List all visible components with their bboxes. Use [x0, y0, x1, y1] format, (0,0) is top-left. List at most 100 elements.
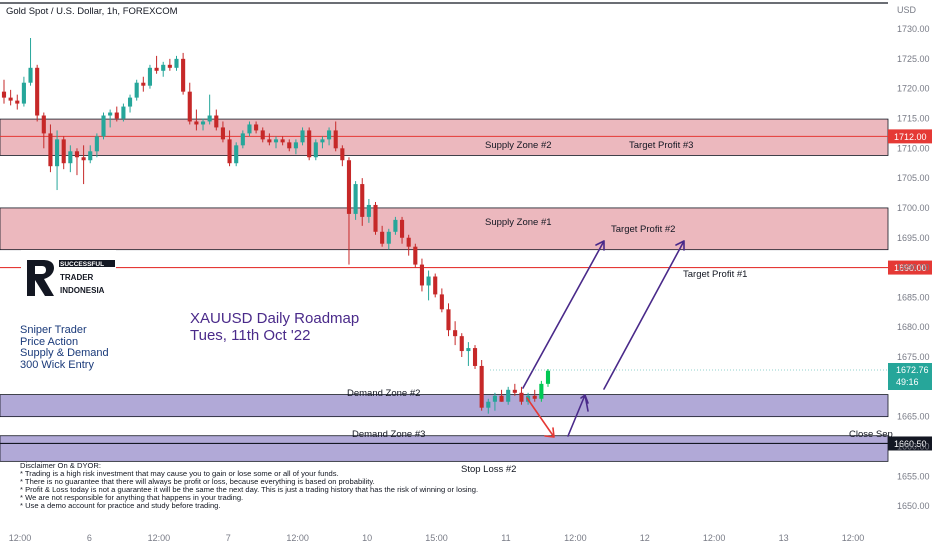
candle [8, 89, 13, 106]
candle [506, 386, 511, 405]
time-axis[interactable]: 12:00 6 12:00 7 12:00 10 15:00 11 12:00 12 12:00 13… [9, 533, 865, 543]
candle-body [181, 58, 186, 92]
candle-body [8, 97, 13, 101]
candle [214, 109, 219, 131]
candle-body [74, 151, 80, 158]
candle [406, 234, 411, 256]
roadmap-line-1: XAUUSD Daily Roadmap [190, 310, 360, 327]
candle [74, 148, 80, 176]
disclaimer-line: * There is no guarantee that there will … [20, 476, 375, 486]
candle [174, 55, 179, 71]
roadmap-line-2: Tues, 11th Oct '22 [190, 327, 311, 344]
brand-logo: SUCCESSFUL TRADER INDONESIA [21, 250, 116, 305]
candle-body [1, 91, 7, 98]
roadmap-title: XAUUSD Daily Roadmap Tues, 11th Oct '22 [190, 310, 359, 344]
candle-body [41, 115, 46, 134]
strategy-line: 300 Wick Entry [20, 358, 94, 371]
candle-body [413, 246, 418, 265]
candle [512, 383, 517, 396]
candle [240, 130, 245, 149]
candle-body [366, 204, 371, 217]
candle-body [426, 276, 431, 286]
target-profit-1-label: Target Profit #1 [683, 269, 747, 280]
arrow-to-target-2 [522, 240, 605, 389]
countdown: 49:16 [896, 377, 919, 387]
candle-body [134, 82, 139, 98]
arrow-to-target-1 [603, 240, 685, 390]
candle [108, 109, 113, 128]
candle [386, 228, 391, 250]
candle-body [240, 133, 245, 146]
candle [353, 181, 358, 220]
candle [141, 76, 146, 92]
candle [194, 109, 199, 131]
candle [28, 37, 33, 86]
candle-body [267, 139, 272, 143]
candle [254, 121, 259, 134]
demand-zone-2-label: Demand Zone #2 [347, 388, 420, 399]
candle-body [293, 142, 298, 149]
demand-zone-2 [0, 394, 889, 418]
candle-body [320, 139, 325, 143]
close-sep-label: Close Sep [849, 429, 893, 440]
logo-text-bot: INDONESIA [60, 286, 105, 295]
candle-body [207, 115, 212, 122]
candle-body [353, 184, 358, 214]
candle [260, 127, 265, 143]
price-tick-label: 1680.00 [897, 322, 930, 332]
candle-body [121, 106, 126, 119]
time-tick-label: 11 [501, 533, 510, 543]
candle [227, 130, 232, 167]
candle [293, 139, 298, 155]
candle-body [287, 142, 292, 149]
supply-zone-2-label: Supply Zone #2 [485, 140, 552, 151]
level-price-label: 1690.00 [894, 263, 927, 273]
price-tick-label: 1730.00 [897, 24, 930, 34]
price-tick-label: 1710.00 [897, 143, 930, 153]
time-tick-label: 12:00 [564, 533, 587, 543]
level-badge [888, 260, 932, 275]
price-tick-label: 1705.00 [897, 173, 930, 183]
symbol-title[interactable]: Gold Spot / U.S. Dollar, 1h, FOREXCOM [6, 6, 178, 17]
candle-body [94, 136, 99, 152]
candle-body [380, 231, 385, 244]
candle-body [545, 370, 551, 384]
candle [21, 76, 26, 107]
candle-body [419, 264, 425, 286]
candle-body [439, 294, 444, 310]
candle [472, 345, 478, 369]
candle [479, 359, 484, 411]
price-tick-label: 1675.00 [897, 352, 930, 362]
candle [55, 130, 60, 191]
current-price-badge: 1672.76 49:16 [490, 363, 932, 390]
level-price-label: 1712.00 [894, 132, 927, 142]
candle-body [15, 100, 20, 104]
level-badge [888, 129, 932, 144]
price-tick-label: 1665.00 [897, 412, 930, 422]
candle [492, 392, 497, 411]
candle [101, 112, 106, 140]
candle [147, 64, 153, 89]
candle-body [399, 219, 405, 238]
candle [15, 94, 20, 110]
time-tick-label: 6 [87, 533, 92, 543]
candle [327, 127, 332, 146]
candle-body [227, 139, 232, 164]
candle-body [35, 67, 40, 116]
disclaimer-line: * Trading is a high risk investment that… [20, 468, 339, 478]
candle-body [459, 336, 464, 352]
time-tick-label: 7 [226, 533, 231, 543]
candle [121, 103, 126, 122]
candle [134, 79, 139, 101]
candle [346, 157, 352, 265]
strategy-notes: Sniper Trader Price Action Supply & Dema… [20, 324, 109, 371]
disclaimer: Disclaimer On & DYOR: * Trading is a hig… [20, 462, 540, 509]
candle [439, 288, 444, 313]
price-tick-label: 1715.00 [897, 113, 930, 123]
candle [187, 82, 192, 125]
candle-body [532, 395, 537, 399]
time-tick-label: 12:00 [9, 533, 32, 543]
candle-body [194, 121, 199, 125]
candle-body [406, 237, 411, 247]
